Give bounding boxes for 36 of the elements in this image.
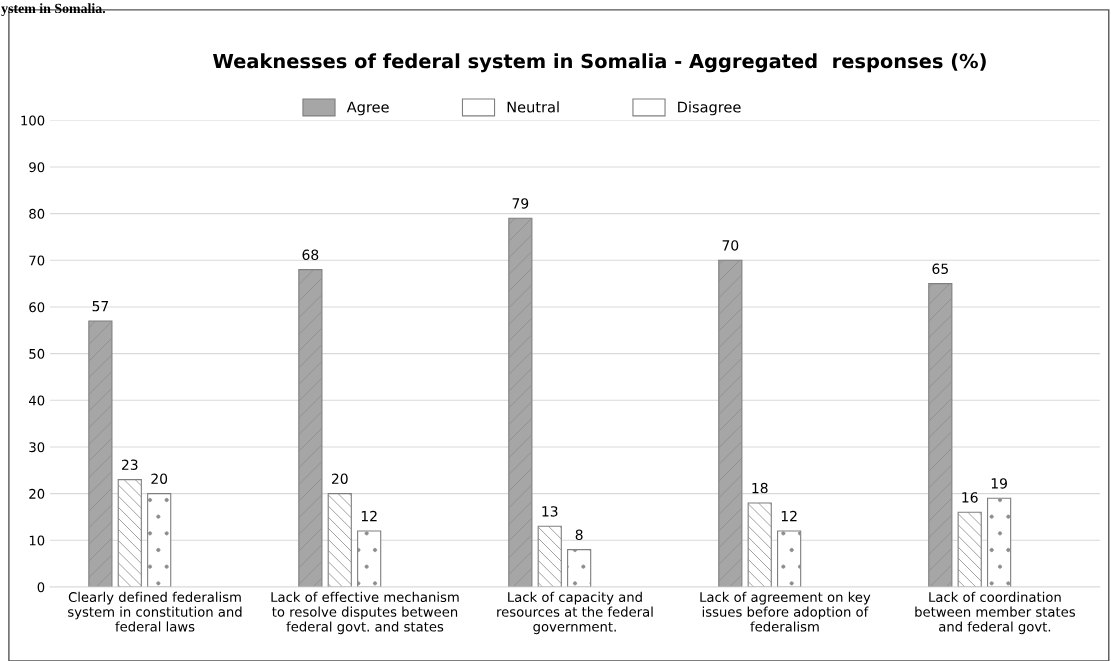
y-tick-label: 70 (29, 255, 45, 266)
x-tick-label: Lack of capacity and resources at the federal government. (497, 591, 653, 635)
x-tick-label: Clearly defined federalism system in constitution and federal laws (68, 591, 242, 632)
data-label: 70 (722, 240, 739, 251)
data-label: 68 (302, 249, 319, 260)
text: ystem in Somalia. (1, 3, 106, 16)
data-label: 79 (512, 198, 529, 209)
data-label: 23 (121, 459, 138, 470)
y-tick-label: 40 (28, 395, 45, 406)
y-tick-label: 90 (29, 162, 45, 173)
chart-title: Weaknesses of federal system in Somalia - Aggregated responses (%) (212, 53, 986, 73)
y-tick-label: 60 (29, 302, 45, 313)
data-label: 13 (542, 506, 558, 517)
legend-label: Neutral (507, 101, 559, 113)
data-label: 19 (991, 478, 1007, 489)
y-tick-label: 20 (29, 488, 45, 499)
data-label: 20 (331, 473, 348, 484)
y-tick-label: 50 (29, 348, 45, 359)
x-tick-label: Lack of effective mechanism to resolve disputes between federal govt. and states (271, 591, 459, 635)
legend-label: Agree (346, 101, 389, 116)
data-label: 16 (962, 492, 978, 503)
legend-label: Disagree (678, 101, 741, 116)
data-label: 20 (151, 473, 168, 484)
data-label: 57 (92, 301, 109, 312)
y-tick-label: 10 (29, 535, 45, 546)
y-tick-label: 80 (29, 208, 45, 219)
y-tick-label: 0 (37, 582, 45, 593)
data-label: 12 (781, 510, 797, 522)
data-label: 8 (575, 529, 583, 540)
x-tick-label: Lack of coordination between member states and federal govt. (915, 591, 1075, 635)
data-label: 18 (752, 482, 768, 494)
y-tick-label: 30 (29, 442, 45, 453)
x-tick-label: Lack of agreement on key issues before adoption of federalism (700, 591, 871, 632)
data-label: 65 (932, 263, 948, 274)
y-tick-label: 100 (21, 115, 45, 126)
data-label: 12 (361, 510, 377, 522)
